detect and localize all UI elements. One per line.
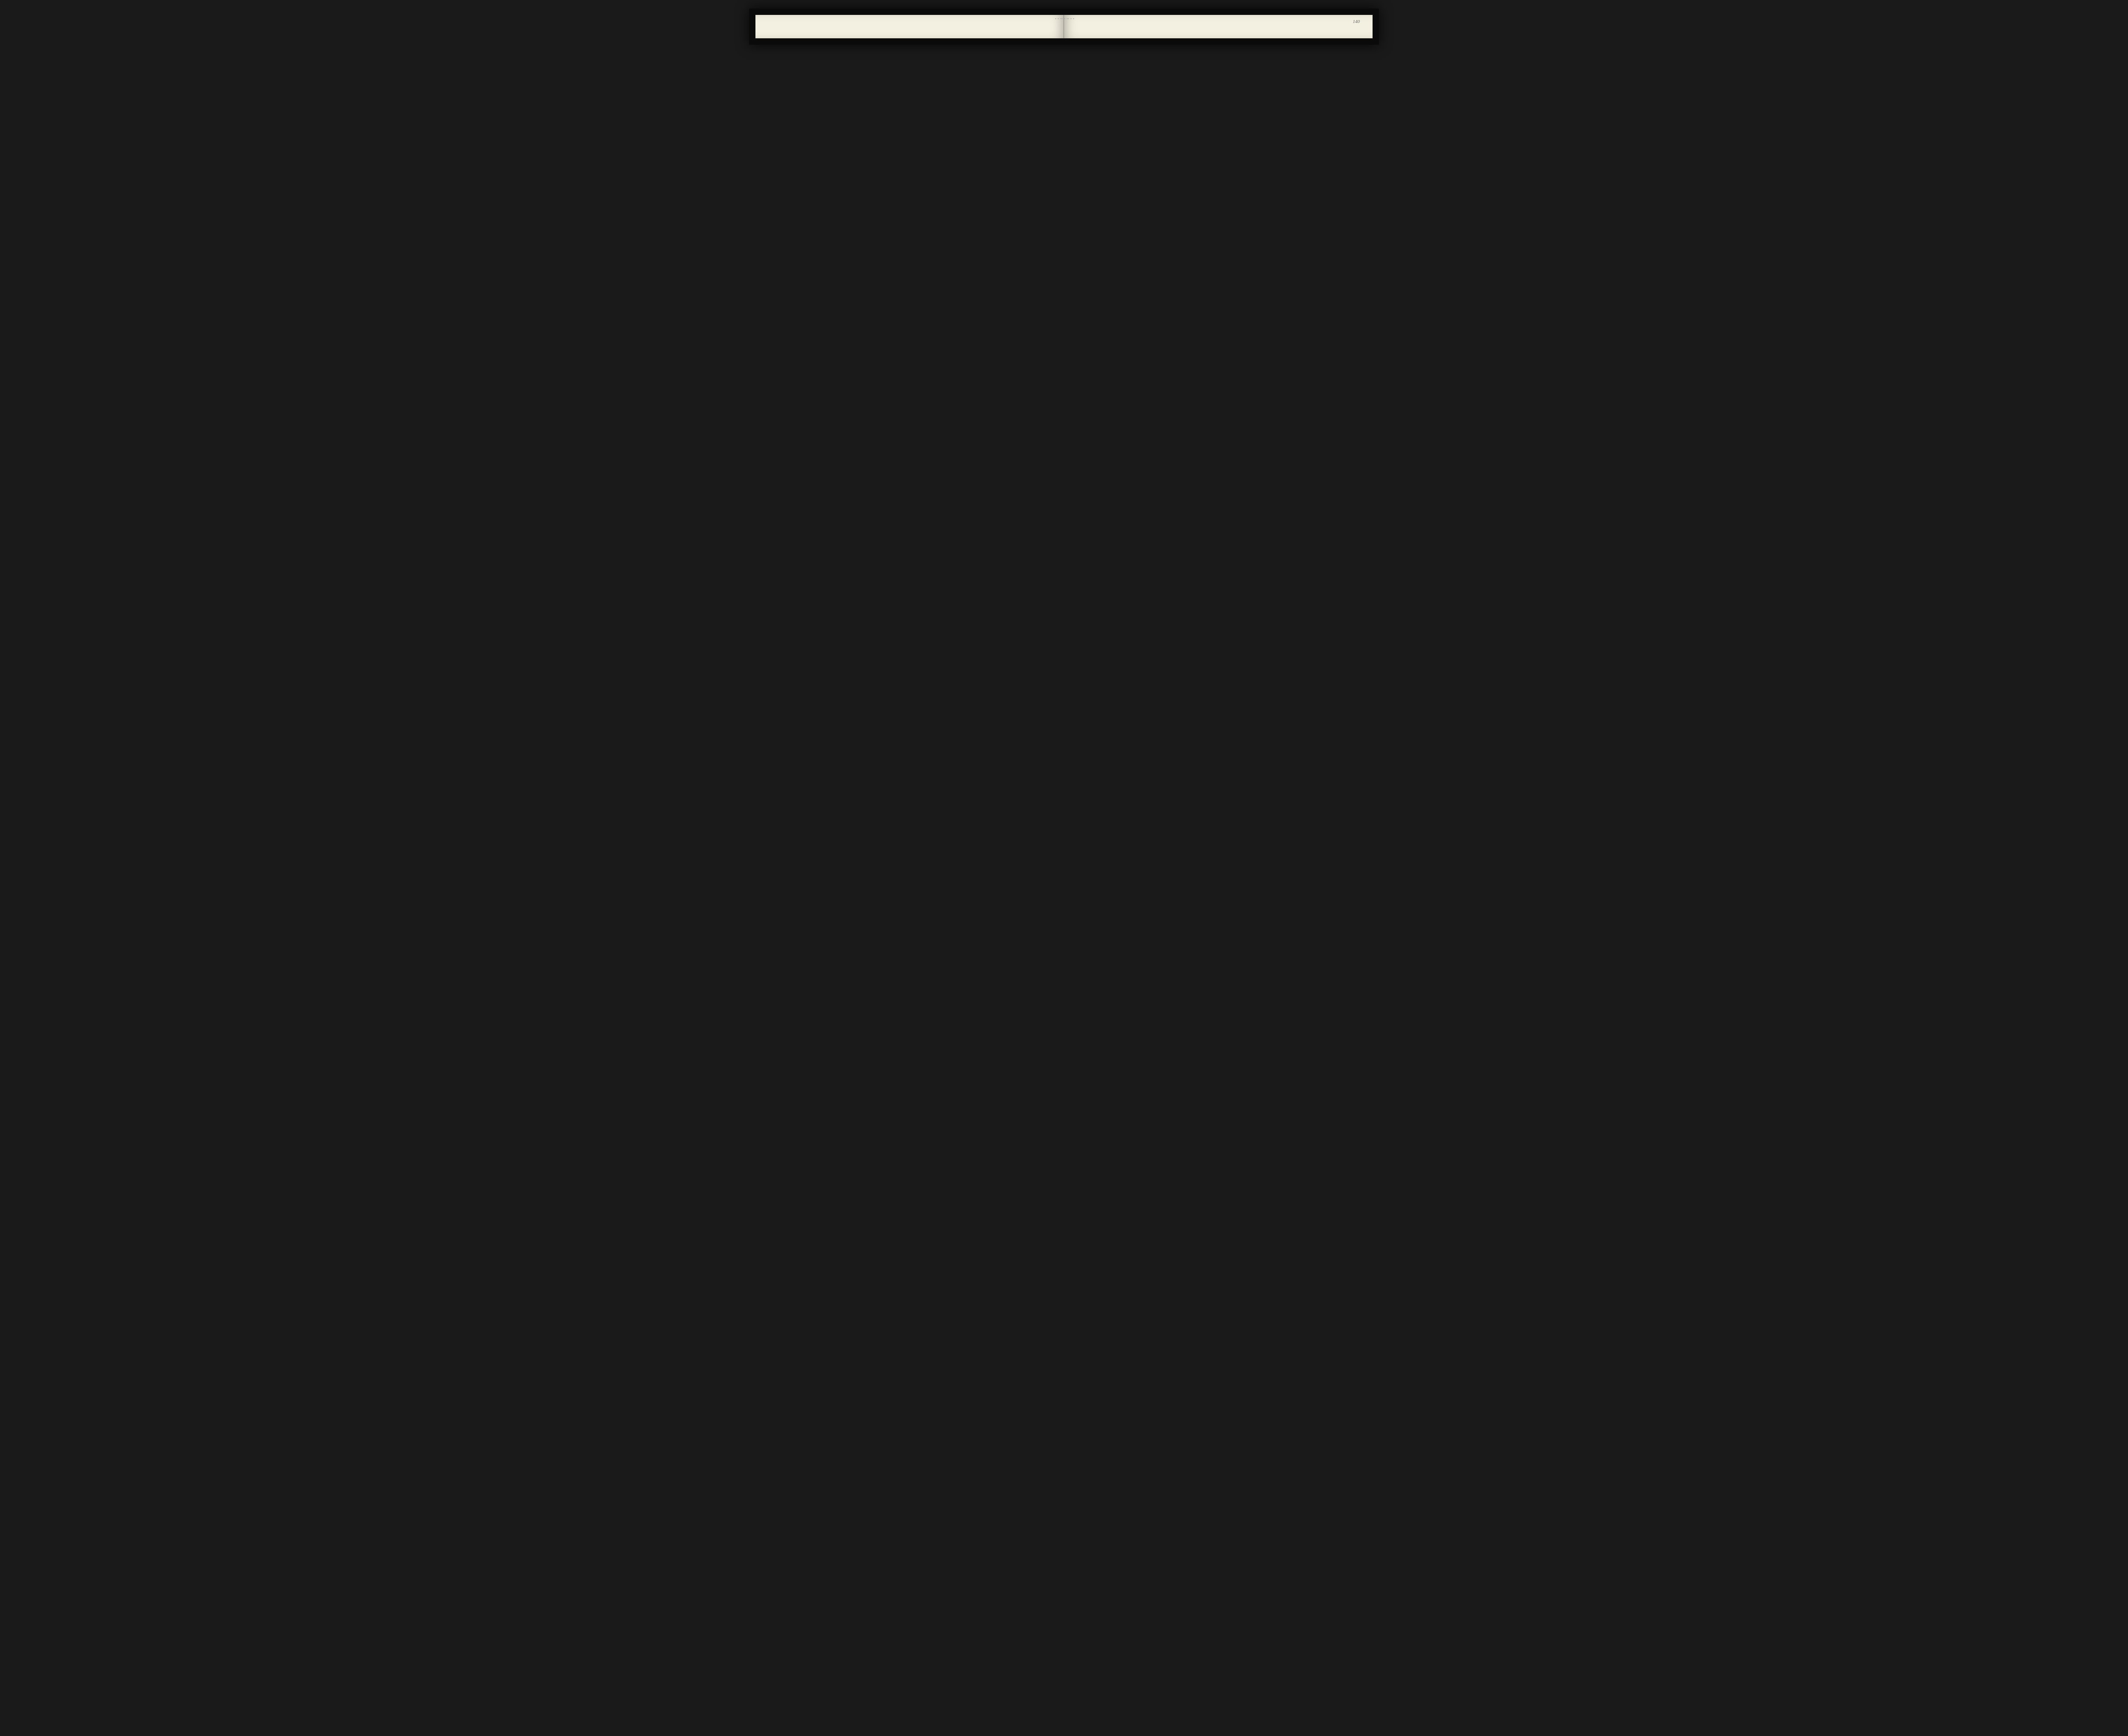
open-book: 140 ⋯⋯⋯ [749, 9, 1379, 45]
left-page [755, 15, 1064, 38]
right-page: 140 [1064, 15, 1373, 38]
binding-thread: ⋯⋯⋯ [1055, 14, 1074, 23]
page-number: 140 [1353, 19, 1360, 24]
